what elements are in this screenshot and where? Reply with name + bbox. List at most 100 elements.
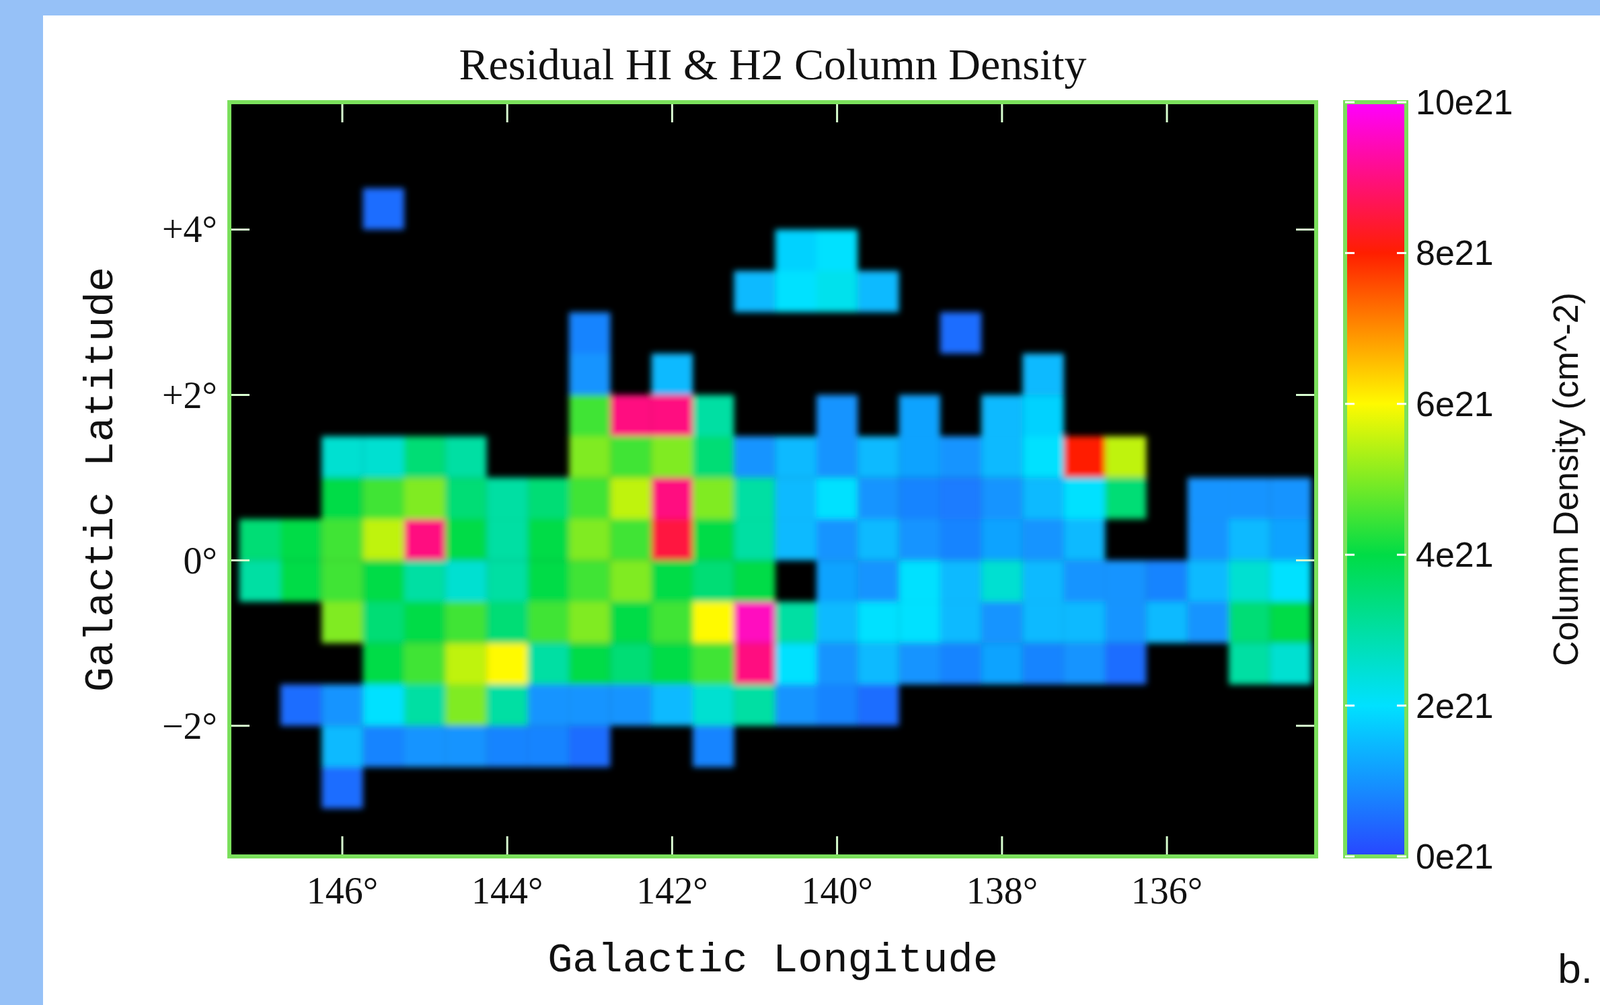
cell: [321, 684, 363, 727]
cell: [899, 560, 941, 603]
cell: [568, 519, 611, 561]
cell: [1063, 436, 1106, 479]
cell: [1146, 601, 1188, 644]
colorbar-tick: [1345, 101, 1355, 104]
cell: [692, 519, 734, 561]
cell: [445, 436, 487, 479]
cell: [1187, 519, 1229, 561]
cell: [857, 560, 899, 603]
cell: [1063, 560, 1106, 603]
cell: [527, 478, 569, 520]
cell: [404, 643, 446, 686]
cell: [486, 684, 528, 727]
colorbar-tick-label: 10e21: [1415, 82, 1514, 122]
x-tick: [671, 102, 674, 123]
cell: [692, 726, 734, 769]
cell: [899, 519, 941, 561]
cell: [981, 436, 1023, 479]
cell: [1269, 601, 1311, 644]
x-tick-label: 140°: [801, 870, 873, 912]
x-tick: [1000, 836, 1003, 857]
cell: [363, 726, 405, 769]
y-tick: [229, 228, 250, 231]
cell: [445, 560, 487, 603]
cell: [321, 767, 363, 810]
background: [0, 0, 1600, 1005]
cell: [1063, 601, 1106, 644]
cell: [363, 188, 405, 231]
page: {"chart_data": { "type": "heatmap", "tit…: [0, 0, 1600, 1005]
cell: [1105, 436, 1147, 479]
cell: [445, 726, 487, 769]
colorbar-tick: [1396, 402, 1407, 405]
cell: [1063, 643, 1106, 686]
cell: [981, 643, 1023, 686]
cell: [610, 436, 652, 479]
cell: [486, 643, 528, 686]
cell: [363, 560, 405, 603]
cell: [568, 353, 611, 396]
colorbar-tick: [1345, 402, 1355, 405]
cell: [733, 436, 775, 479]
cell: [899, 601, 941, 644]
colorbar-tick: [1345, 252, 1355, 255]
cell: [610, 478, 652, 520]
cell: [527, 643, 569, 686]
cell: [940, 560, 982, 603]
cell: [486, 478, 528, 520]
cell: [981, 519, 1023, 561]
cell: [363, 519, 405, 561]
cell: [610, 519, 652, 561]
cell: [363, 478, 405, 520]
cell: [651, 478, 693, 520]
cell: [692, 643, 734, 686]
colorbar-tick-label: 6e21: [1415, 384, 1494, 424]
cell: [733, 601, 775, 644]
cell: [692, 684, 734, 727]
cell: [1063, 478, 1106, 520]
cell: [733, 478, 775, 520]
x-axis-title: Galactic Longitude: [547, 936, 999, 985]
cell: [1105, 643, 1147, 686]
cell: [733, 684, 775, 727]
y-tick: [1296, 559, 1317, 562]
cell: [363, 643, 405, 686]
cell: [899, 643, 941, 686]
colorbar: [1345, 102, 1407, 857]
cell: [404, 478, 446, 520]
colorbar-tick: [1345, 704, 1355, 707]
cell: [857, 436, 899, 479]
cell: [486, 560, 528, 603]
y-tick-label: +4°: [162, 208, 218, 251]
x-tick: [1166, 102, 1169, 123]
cell: [280, 684, 322, 727]
cell: [1187, 478, 1229, 520]
colorbar-tick-label: 8e21: [1415, 233, 1494, 273]
cell: [1228, 560, 1270, 603]
cell: [1269, 643, 1311, 686]
cell: [1228, 601, 1270, 644]
cell: [692, 395, 734, 438]
y-tick: [229, 559, 250, 562]
cell: [816, 601, 858, 644]
cell: [568, 601, 611, 644]
cell: [733, 519, 775, 561]
cell: [527, 684, 569, 727]
cell: [651, 395, 693, 438]
cell: [1022, 560, 1064, 603]
x-tick-label: 138°: [966, 870, 1038, 912]
cell: [610, 643, 652, 686]
cell: [1022, 478, 1064, 520]
cell: [775, 601, 817, 644]
cell: [857, 271, 899, 313]
cell: [816, 478, 858, 520]
cell: [981, 560, 1023, 603]
y-tick: [229, 394, 250, 397]
cell: [486, 726, 528, 769]
cell: [1022, 519, 1064, 561]
cell: [651, 353, 693, 396]
cell: [404, 560, 446, 603]
x-tick: [835, 102, 838, 123]
cell: [816, 643, 858, 686]
cell: [445, 643, 487, 686]
